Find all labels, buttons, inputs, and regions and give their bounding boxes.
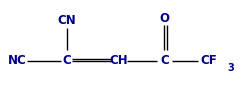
Text: C: C bbox=[160, 54, 169, 67]
Text: NC: NC bbox=[8, 54, 27, 67]
Text: O: O bbox=[159, 12, 169, 25]
Text: CF: CF bbox=[200, 54, 217, 67]
Text: C: C bbox=[62, 54, 71, 67]
Text: 3: 3 bbox=[227, 63, 234, 73]
Text: CN: CN bbox=[57, 14, 76, 27]
Text: CH: CH bbox=[109, 54, 128, 67]
